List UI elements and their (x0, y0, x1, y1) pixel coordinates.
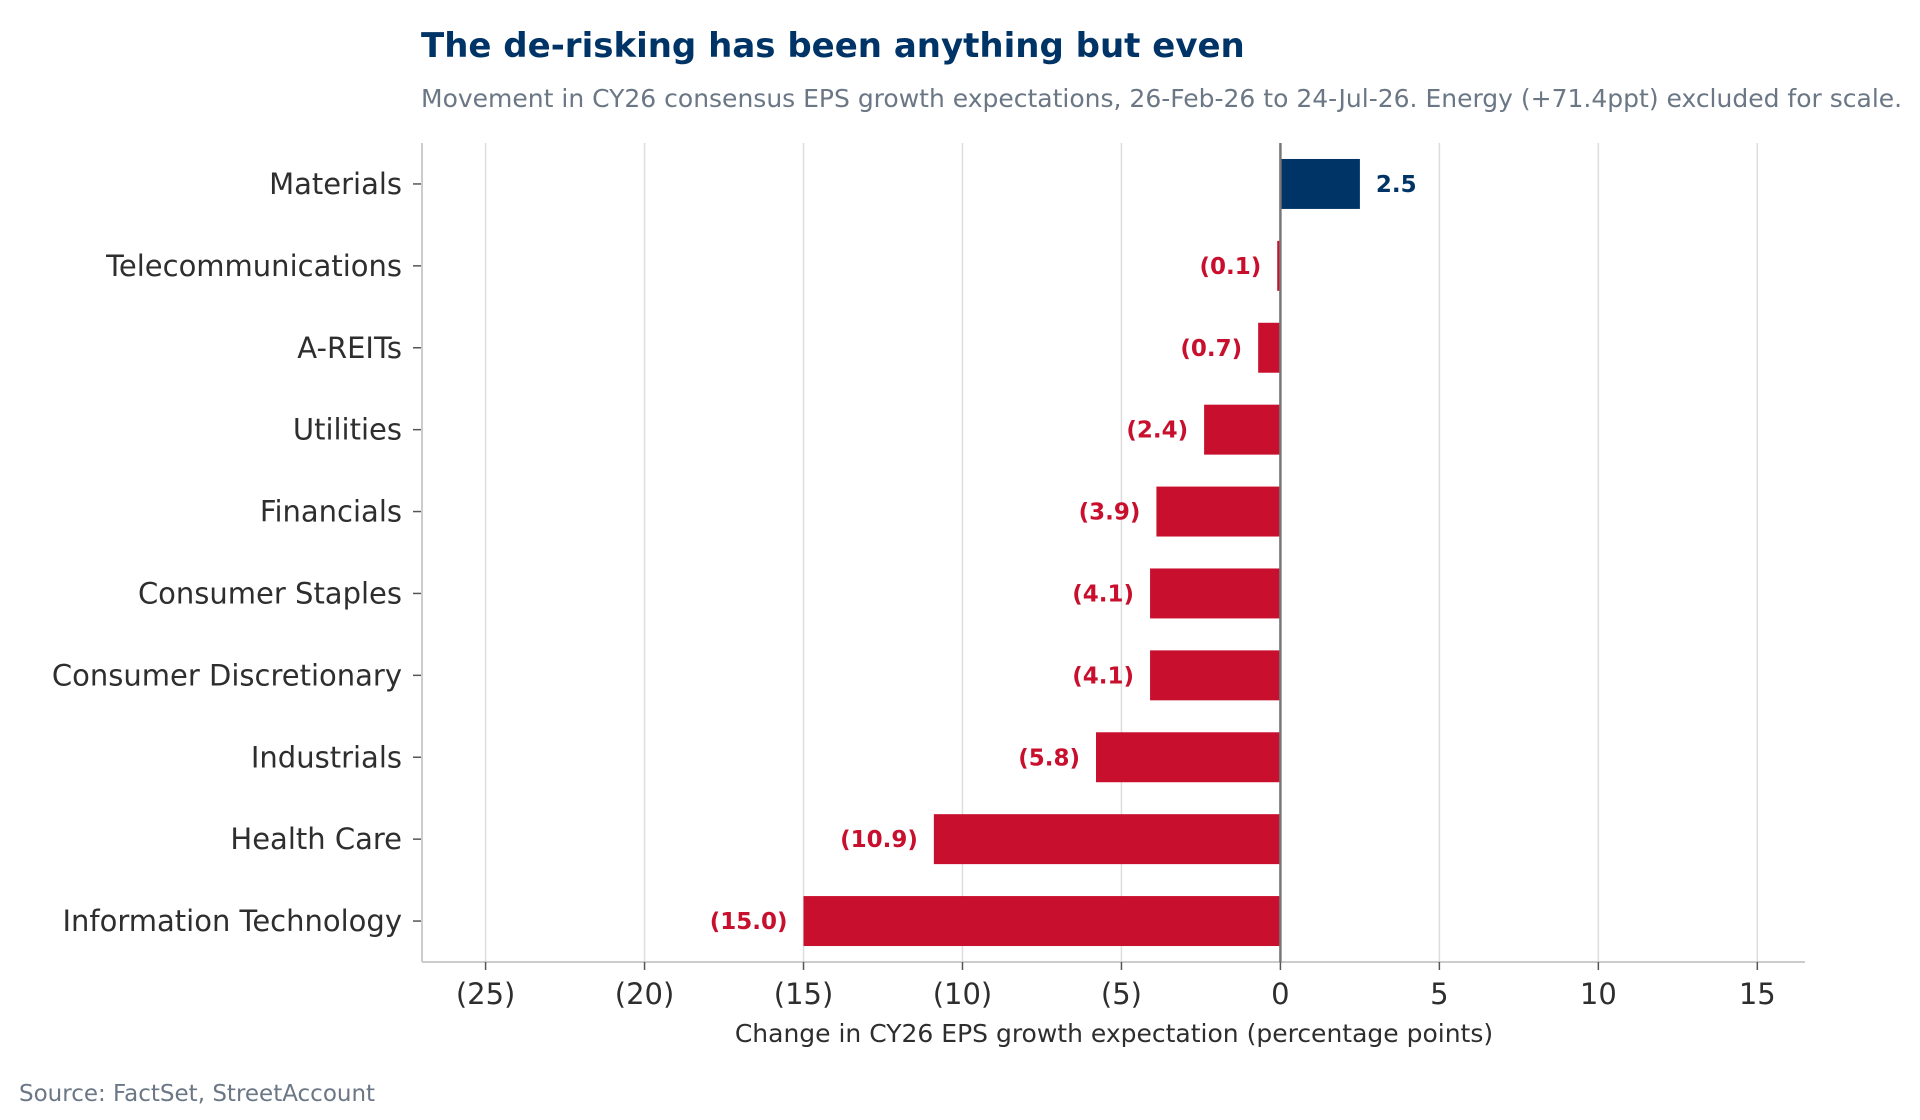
bar-value-label: (5.8) (1018, 745, 1080, 771)
category-label: A-REITs (297, 331, 402, 365)
x-tick-label: (10) (933, 977, 993, 1011)
category-label: Utilities (293, 413, 402, 447)
bar (1156, 486, 1281, 537)
category-label: Telecommunications (105, 249, 402, 283)
bar-value-label: (10.9) (840, 827, 918, 853)
axis-layer (413, 143, 1805, 970)
bar (1258, 322, 1281, 373)
x-tick-label: (5) (1101, 977, 1142, 1011)
bar-value-label: (0.7) (1180, 336, 1242, 362)
bar (1280, 158, 1360, 209)
bar (1150, 568, 1281, 619)
bar-value-label: 2.5 (1376, 172, 1417, 198)
bar-value-label: (4.1) (1072, 581, 1134, 607)
x-tick-label: 0 (1271, 977, 1289, 1011)
category-label: Consumer Staples (138, 576, 402, 610)
x-tick-label: 10 (1580, 977, 1617, 1011)
bar (803, 896, 1281, 947)
bar (1204, 404, 1281, 455)
x-axis-label: Change in CY26 EPS growth expectation (p… (735, 1019, 1493, 1048)
bar-value-label: (4.1) (1072, 663, 1134, 689)
chart-title: The de-risking has been anything but eve… (421, 26, 1245, 66)
category-label: Financials (260, 495, 402, 529)
category-label: Industrials (251, 740, 402, 774)
bar (1096, 732, 1281, 783)
x-tick-label: (15) (774, 977, 834, 1011)
chart-subtitle: Movement in CY26 consensus EPS growth ex… (421, 84, 1903, 113)
bar-value-label: (15.0) (710, 909, 788, 935)
bar-layer (803, 158, 1360, 947)
category-label: Information Technology (62, 904, 402, 938)
x-tick-label: (20) (615, 977, 675, 1011)
bar-value-label: (3.9) (1079, 500, 1141, 526)
x-tick-label: (25) (456, 977, 516, 1011)
category-label: Health Care (230, 822, 402, 856)
label-layer: 2.5 Materials (0.1) Telecommunications (0.7)… (52, 167, 1776, 1011)
bar (1277, 240, 1281, 291)
bar (1150, 650, 1281, 701)
bar-value-label: (2.4) (1126, 418, 1188, 444)
bar-value-label: (0.1) (1199, 254, 1261, 280)
category-label: Consumer Discretionary (52, 658, 402, 692)
bar (933, 814, 1281, 865)
x-tick-label: 5 (1430, 977, 1448, 1011)
category-label: Materials (269, 167, 402, 201)
x-tick-label: 15 (1739, 977, 1776, 1011)
source-note: Source: FactSet, StreetAccount (19, 1081, 376, 1107)
